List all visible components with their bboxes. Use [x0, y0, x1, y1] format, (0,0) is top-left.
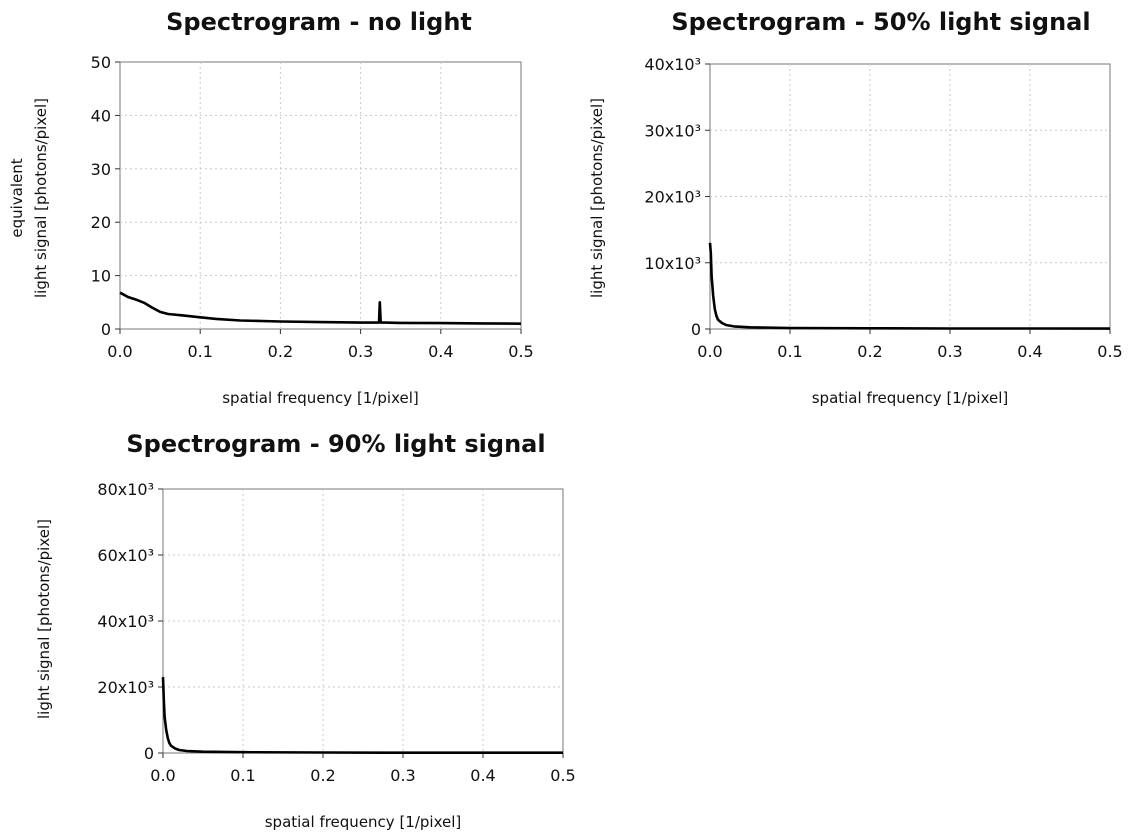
y-tick-label: 40	[91, 106, 111, 125]
x-tick-label: 0.4	[428, 342, 453, 361]
plot-area	[119, 61, 522, 330]
x-tick-label: 0.3	[348, 342, 373, 361]
x-tick-label: 0.5	[1097, 342, 1122, 361]
x-tick-label: 0.3	[390, 766, 415, 785]
x-tick-label: 0.5	[508, 342, 533, 361]
series-line	[119, 291, 522, 325]
chart-title: Spectrogram - 90% light signal	[126, 430, 545, 458]
y-axis-label-line-1: light signal [photons/pixel]	[35, 519, 53, 719]
chart-90-percent-light: Spectrogram - 90% light signal spatial f…	[35, 430, 576, 831]
x-axis-label: spatial frequency [1/pixel]	[222, 389, 419, 407]
x-tick-label: 0.0	[107, 342, 132, 361]
y-axis-label-line-2: light signal [photons/pixel]	[32, 98, 50, 298]
y-tick-label: 60x10³	[97, 546, 154, 565]
y-tick-label: 80x10³	[97, 480, 154, 499]
y-tick-label: 10	[91, 267, 111, 286]
x-tick-label: 0.5	[550, 766, 575, 785]
chart-title: Spectrogram - 50% light signal	[671, 8, 1090, 36]
series-line	[161, 677, 563, 755]
x-tick-label: 0.2	[857, 342, 882, 361]
y-tick-label: 20x10³	[644, 188, 701, 207]
x-tick-label: 0.0	[150, 766, 175, 785]
y-tick-label: 10x10³	[644, 254, 701, 273]
x-tick-label: 0.1	[777, 342, 802, 361]
chart-50-percent-light: Spectrogram - 50% light signal spatial f…	[588, 8, 1123, 407]
x-tick-label: 0.1	[187, 342, 212, 361]
x-tick-label: 0.4	[470, 766, 495, 785]
y-axis-label-line-1: light signal [photons/pixel]	[588, 98, 606, 298]
y-tick-label: 30x10³	[644, 121, 701, 140]
x-tick-label: 0.2	[268, 342, 293, 361]
x-axis-label: spatial frequency [1/pixel]	[265, 813, 462, 831]
x-axis-label: spatial frequency [1/pixel]	[812, 389, 1009, 407]
y-tick-label: 40x10³	[97, 612, 154, 631]
y-tick-label: 40x10³	[644, 55, 701, 74]
y-tick-label: 20x10³	[97, 678, 154, 697]
x-tick-label: 0.2	[310, 766, 335, 785]
series-line	[708, 242, 1111, 330]
x-tick-label: 0.0	[697, 342, 722, 361]
x-tick-label: 0.4	[1017, 342, 1042, 361]
chart-no-light: Spectrogram - no light spatial frequency…	[8, 8, 534, 407]
y-tick-label: 0	[101, 320, 111, 339]
y-axis-label-line-1: equivalent	[8, 158, 26, 237]
x-tick-label: 0.3	[937, 342, 962, 361]
y-tick-label: 30	[91, 160, 111, 179]
y-tick-label: 50	[91, 53, 111, 72]
y-tick-label: 0	[691, 320, 701, 339]
chart-title: Spectrogram - no light	[166, 8, 472, 36]
x-tick-label: 0.1	[230, 766, 255, 785]
y-tick-label: 20	[91, 213, 111, 232]
y-tick-label: 0	[144, 744, 154, 763]
